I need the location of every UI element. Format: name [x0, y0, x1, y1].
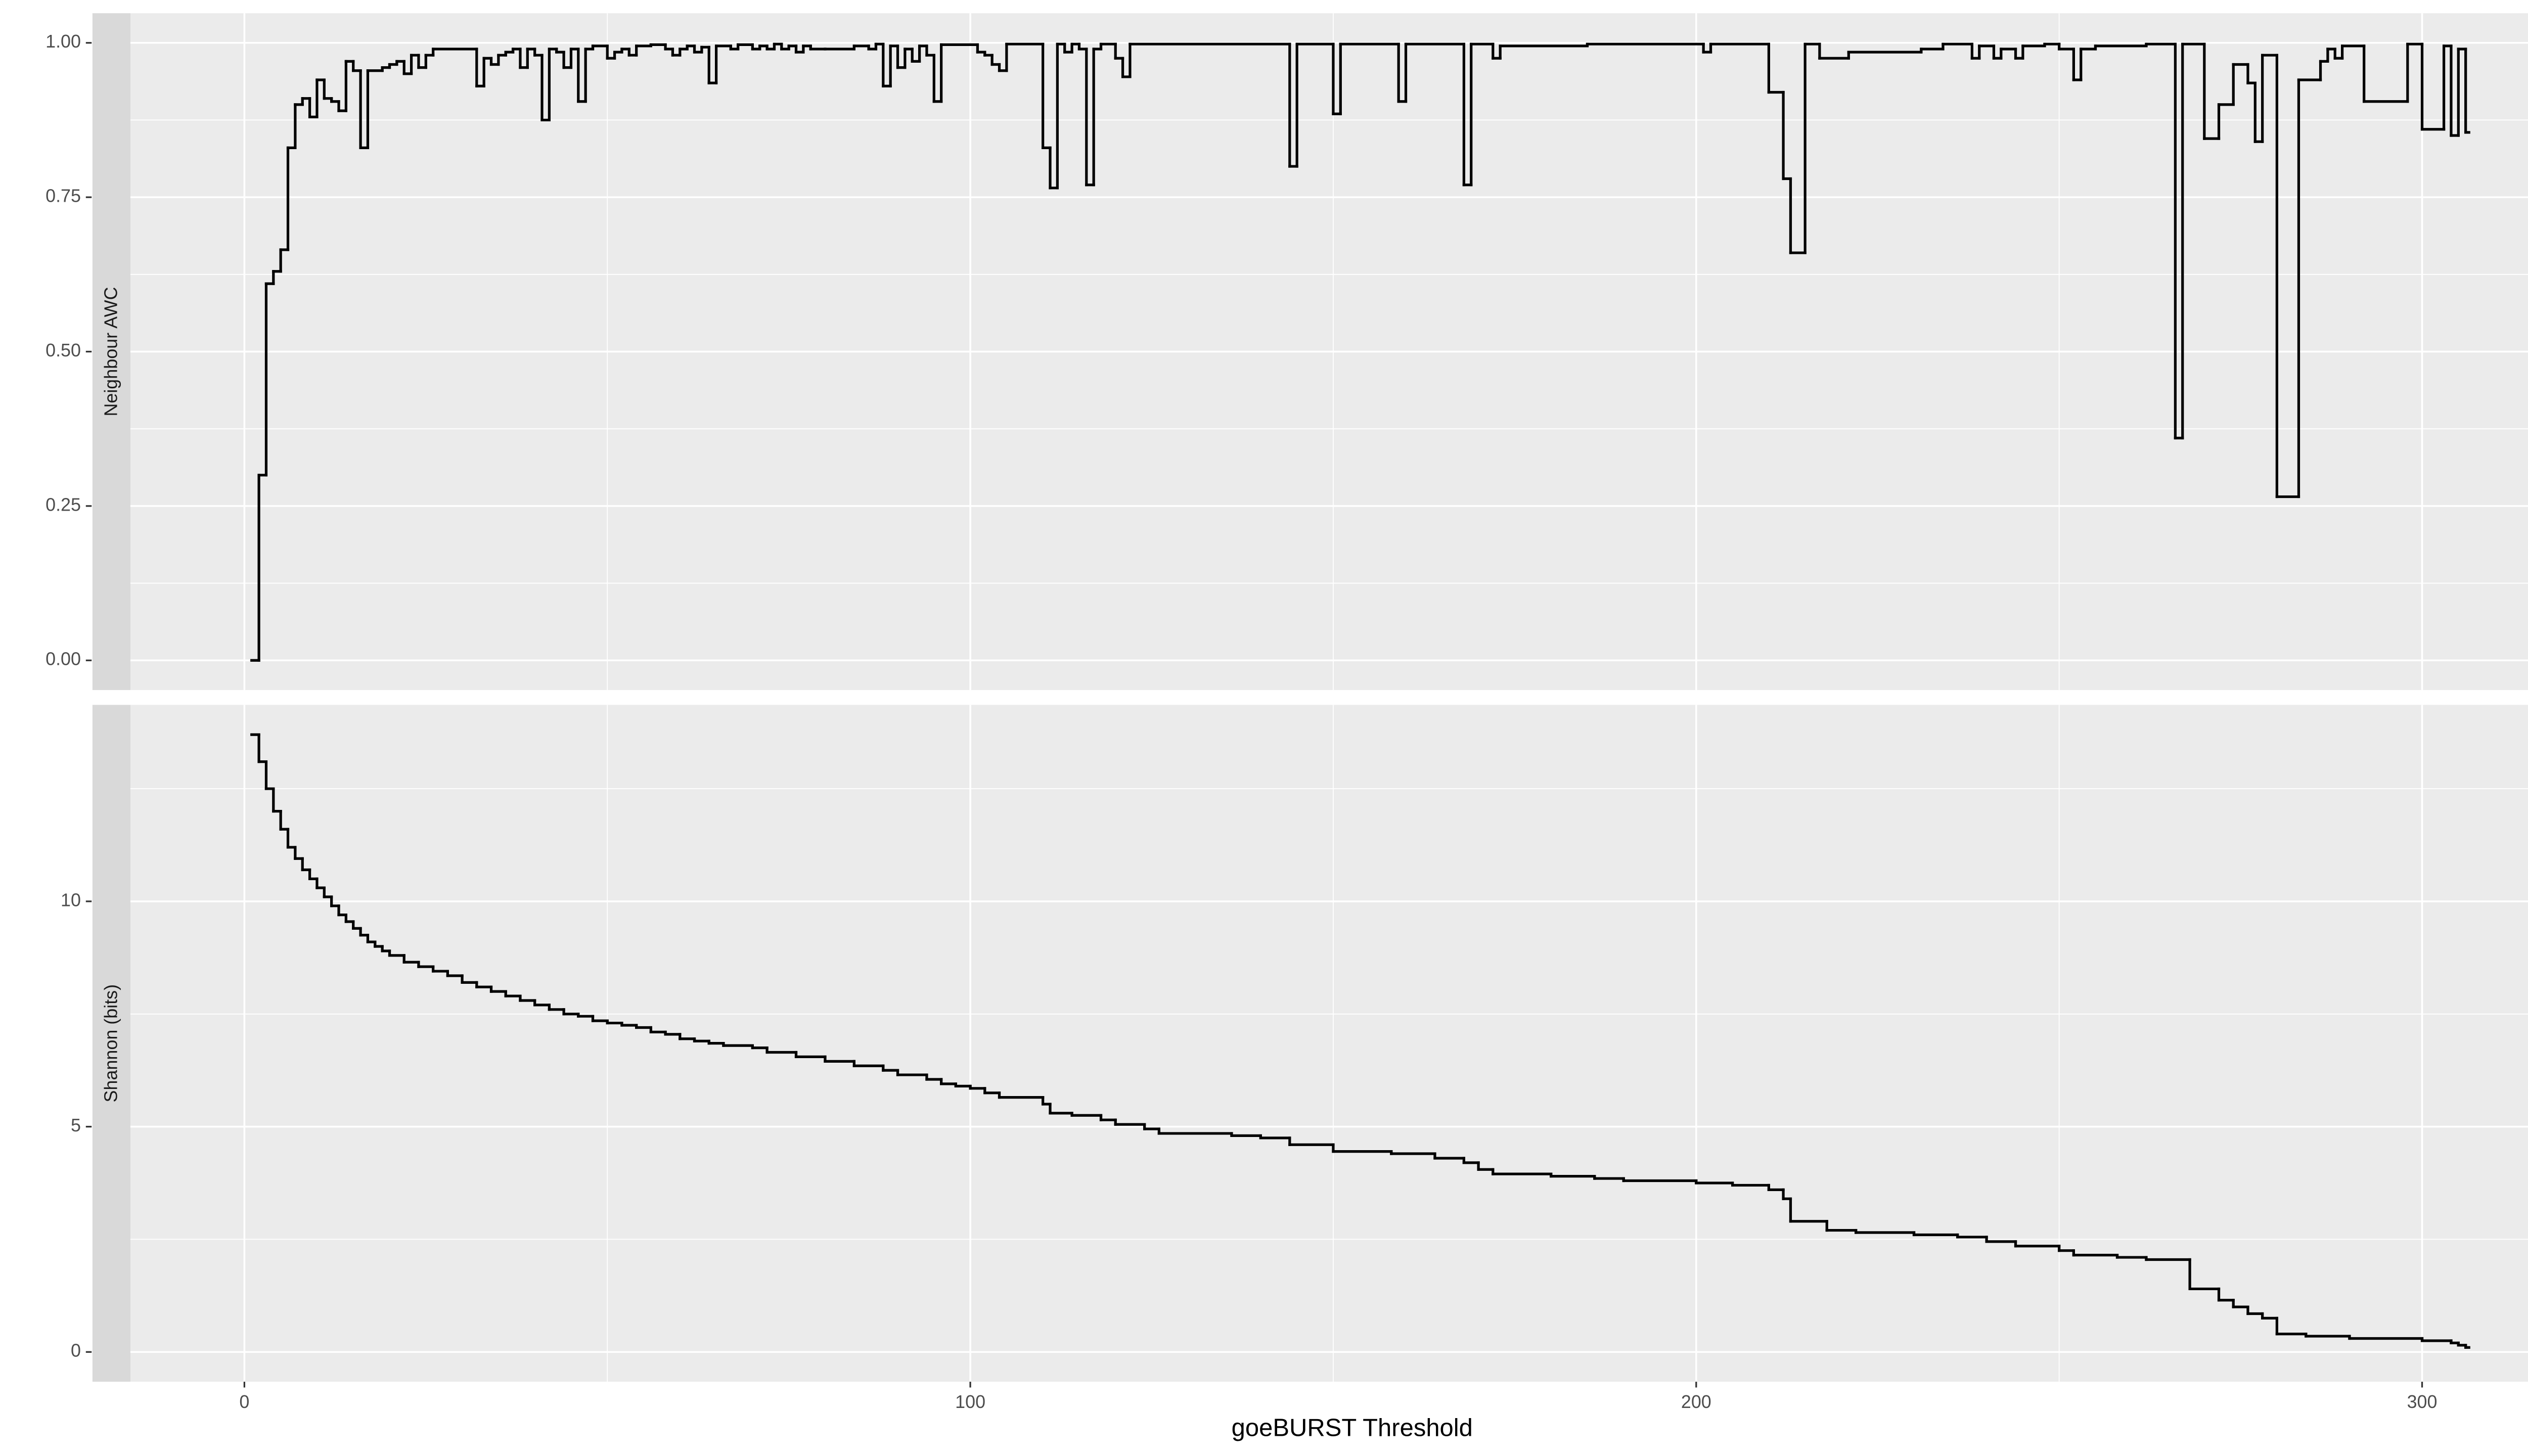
step-line [250, 42, 2470, 662]
step-line [250, 733, 2470, 1349]
y-tick-label: 0.75 [46, 186, 81, 206]
y-tick-label: 5 [71, 1115, 81, 1135]
strip-background [92, 705, 130, 1382]
x-axis-title: goeBURST Threshold [1232, 1415, 1473, 1442]
y-tick-label: 0.50 [46, 340, 81, 360]
panel-background [130, 705, 2528, 1382]
strip-label: Shannon (bits) [101, 984, 121, 1103]
y-tick-label: 0 [71, 1340, 81, 1361]
y-tick-label: 0.25 [46, 494, 81, 515]
y-tick-label: 0.00 [46, 649, 81, 669]
x-tick-label: 200 [1681, 1391, 1711, 1412]
y-tick-label: 10 [61, 889, 81, 910]
y-tick-label: 1.00 [46, 31, 81, 52]
x-tick-label: 300 [2407, 1391, 2437, 1412]
x-tick-label: 0 [239, 1391, 249, 1412]
x-tick-label: 100 [955, 1391, 985, 1412]
strip-background [92, 13, 130, 690]
strip-label: Neighbour AWC [101, 287, 121, 416]
